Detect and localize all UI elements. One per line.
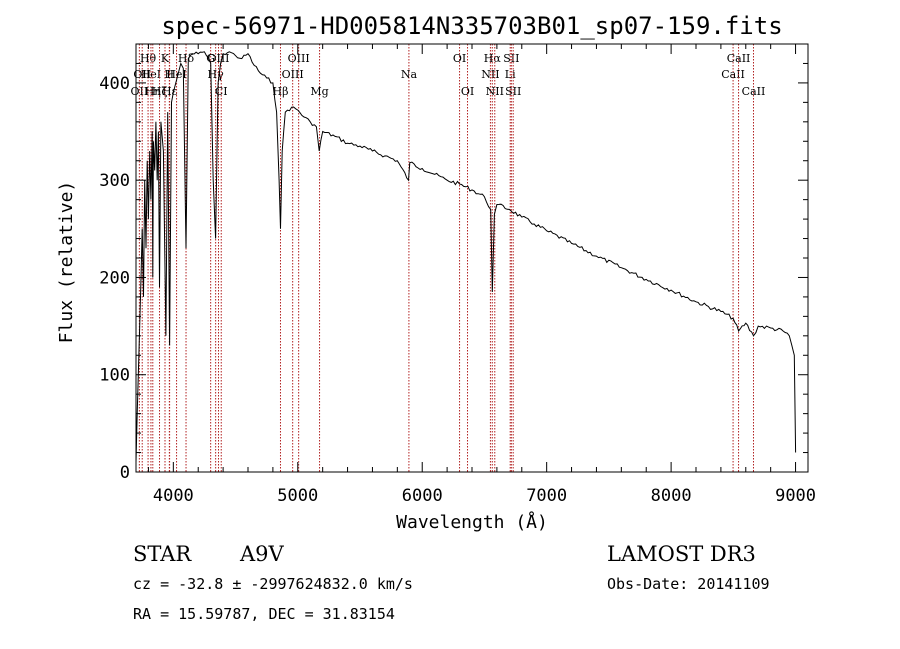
- y-axis-label: Flux (relative): [56, 181, 77, 344]
- line-marker-label: OII: [131, 85, 149, 98]
- x-tick-label: 9000: [775, 486, 816, 506]
- x-axis-ticks: 4000 5000 6000 7000 8000 9000: [147, 44, 816, 506]
- line-marker-label: OI: [461, 85, 474, 98]
- x-tick-label: 8000: [651, 486, 692, 506]
- line-markers: OIIOIIHθHeIHηHζKHHεHδHeIGHγOIIICIHβOIIIO…: [131, 44, 766, 472]
- line-marker-label: Hη: [145, 85, 161, 98]
- y-tick-label: 0: [120, 463, 130, 483]
- line-marker-label: CI: [215, 85, 228, 98]
- line-marker-label: Hζ: [152, 85, 168, 98]
- line-marker-label: OIII: [288, 52, 310, 65]
- y-tick-label: 400: [99, 74, 130, 94]
- object-subclass: A9V: [239, 542, 285, 566]
- x-tick-label: 5000: [277, 486, 318, 506]
- line-marker-label: OII: [133, 68, 151, 81]
- line-marker-label: CaII: [721, 68, 745, 81]
- survey-name: LAMOST DR3: [607, 542, 756, 566]
- x-tick-label: 7000: [526, 486, 567, 506]
- line-marker-label: SII: [505, 85, 521, 98]
- line-marker-label: G: [206, 52, 215, 65]
- y-tick-label: 300: [99, 171, 130, 191]
- line-marker-label: K: [161, 52, 170, 65]
- coordinates: RA = 15.59787, DEC = 31.83154: [133, 605, 395, 623]
- line-marker-label: Na: [401, 68, 418, 81]
- line-marker-label: CaII: [742, 85, 766, 98]
- line-marker-label: Hβ: [273, 85, 289, 98]
- line-marker-label: Li: [505, 68, 516, 81]
- redshift-line: cz = -32.8 ± -2997624832.0 km/s: [133, 575, 413, 593]
- line-marker-label: SII: [503, 52, 519, 65]
- line-marker-label: Mg: [310, 85, 328, 98]
- line-marker-label: CaII: [727, 52, 751, 65]
- obs-date: Obs-Date: 20141109: [607, 575, 770, 593]
- y-axis-ticks: 0 100 200 300 400: [99, 43, 808, 483]
- plot-frame: [135, 43, 809, 473]
- x-tick-label: 4000: [153, 486, 194, 506]
- line-marker-label: HeI: [166, 68, 186, 81]
- line-marker-label: OI: [453, 52, 466, 65]
- x-axis-label: Wavelength (Å): [396, 511, 548, 533]
- chart-title: spec-56971-HD005814N335703B01_sp07-159.f…: [161, 12, 782, 40]
- line-marker-label: OIII: [282, 68, 304, 81]
- line-marker-label: HeI: [141, 68, 161, 81]
- y-tick-label: 100: [99, 366, 130, 386]
- line-marker-label: Hθ: [140, 52, 157, 65]
- y-tick-label: 200: [99, 268, 130, 288]
- line-marker-label: Hα: [484, 52, 502, 65]
- line-marker-label: NII: [486, 85, 504, 98]
- x-tick-label: 6000: [402, 486, 443, 506]
- line-marker-label: NII: [481, 68, 499, 81]
- line-marker-label: Hε: [162, 85, 178, 98]
- spectrum-line: [135, 51, 797, 463]
- object-class: STAR: [133, 542, 192, 566]
- line-marker-label: OIII: [207, 52, 229, 65]
